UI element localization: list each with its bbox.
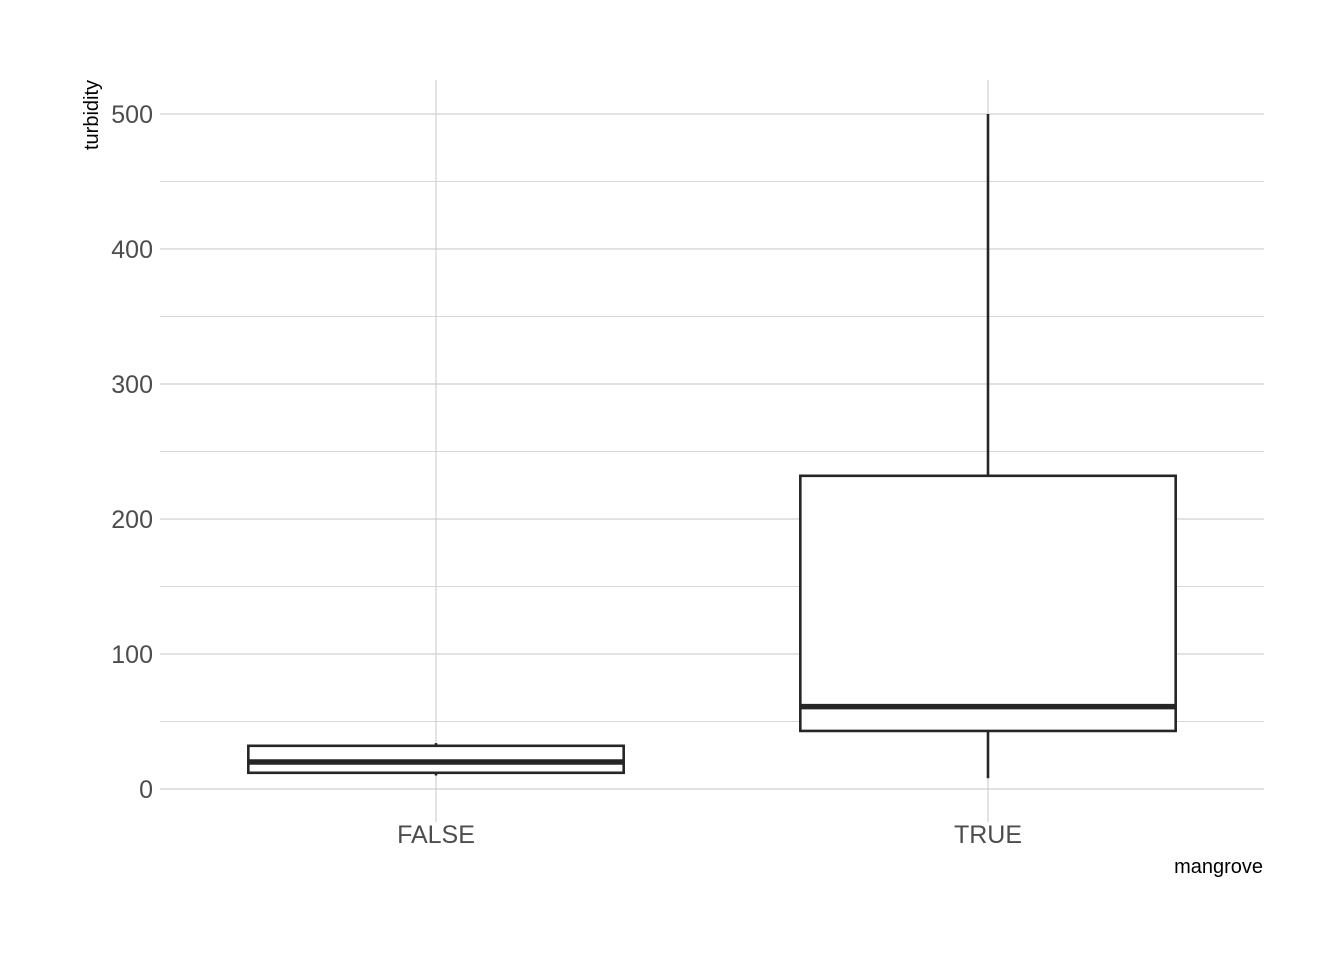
x-tick-label: TRUE: [954, 821, 1022, 849]
y-tick-label: 0: [139, 776, 153, 804]
x-tick-label: FALSE: [397, 821, 475, 849]
y-tick-label: 300: [111, 371, 153, 399]
x-axis-ticks: FALSE TRUE: [397, 821, 1022, 849]
box-true: [799, 114, 1177, 779]
y-tick-label: 500: [111, 101, 153, 129]
y-tick-label: 400: [111, 236, 153, 264]
y-axis-ticks: 0 100 200 300 400 500: [111, 101, 153, 804]
box-rect: [799, 474, 1177, 733]
y-axis-title: turbidity: [81, 80, 103, 150]
y-tick-label: 100: [111, 641, 153, 669]
boxes: [247, 114, 1177, 779]
y-tick-label: 200: [111, 506, 153, 534]
box-false: [247, 743, 625, 776]
x-axis-title: mangrove: [1174, 856, 1263, 878]
